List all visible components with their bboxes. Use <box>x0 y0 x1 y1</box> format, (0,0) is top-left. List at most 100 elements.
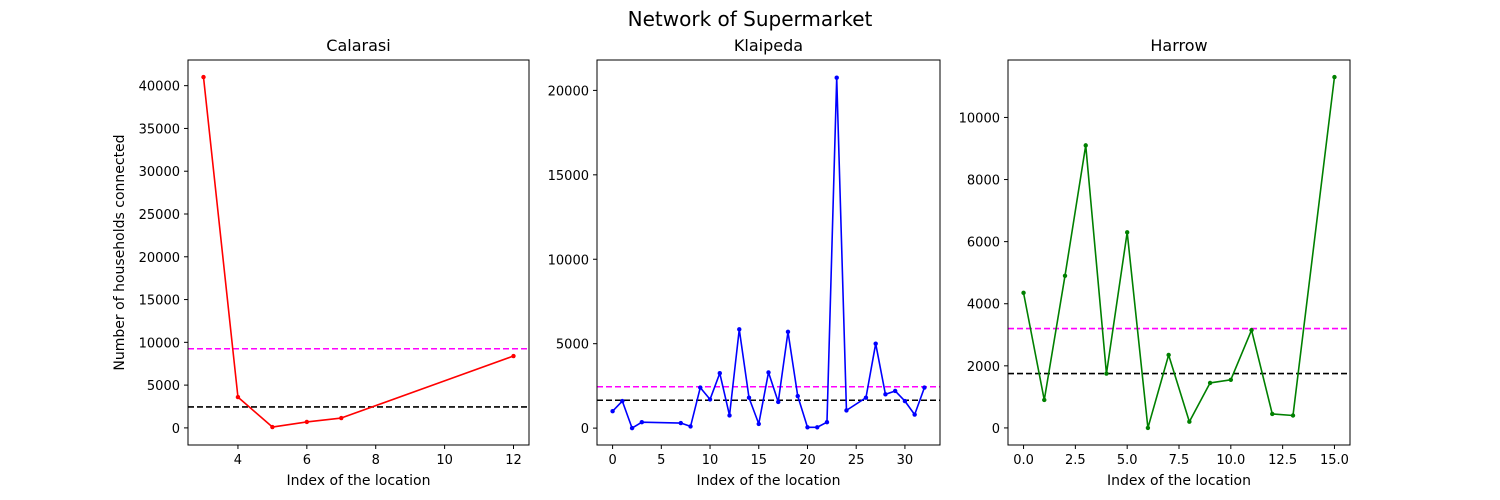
harrow-data-point <box>1021 290 1026 296</box>
calarasi-data-point <box>235 394 241 400</box>
klaipeda-data-point <box>629 425 635 431</box>
harrow-ytick-label: 6000 <box>967 236 1000 251</box>
calarasi-ytick-label: 40000 <box>139 80 180 95</box>
klaipeda-data-point <box>863 395 869 400</box>
calarasi-series-line <box>202 77 514 428</box>
klaipeda-title: Klaipeda <box>734 36 803 55</box>
harrow-data-point <box>1166 352 1171 358</box>
klaipeda-data-point <box>785 329 791 335</box>
klaipeda-xtick-label: 0 <box>608 453 616 468</box>
calarasi-xtick-label: 8 <box>372 453 380 468</box>
klaipeda-xtick-label: 5 <box>657 453 665 468</box>
klaipeda-ytick-label: 0 <box>581 422 589 437</box>
harrow-ytick-label: 8000 <box>967 174 1000 189</box>
harrow-data-point <box>1187 419 1192 424</box>
klaipeda-data-point <box>678 420 684 426</box>
klaipeda-data-point <box>844 408 849 413</box>
klaipeda-data-point <box>912 412 917 417</box>
harrow-xtick-label: 15.0 <box>1320 453 1349 468</box>
harrow-data-point <box>1083 143 1088 148</box>
harrow-ytick-label: 4000 <box>967 298 1000 313</box>
calarasi-xtick-label: 10 <box>436 453 453 468</box>
calarasi-ytick-label: 10000 <box>139 336 180 351</box>
klaipeda-xtick-label: 25 <box>848 453 865 468</box>
klaipeda-data-point <box>824 420 830 425</box>
klaipeda-data-point <box>815 425 820 430</box>
harrow-series-line <box>1022 76 1336 429</box>
calarasi-xlabel: Index of the location <box>287 473 431 489</box>
subplot-klaipeda: Klaipeda Index of the location 0 5 10 15 20 25 3… <box>548 36 941 489</box>
klaipeda-xtick-label: 10 <box>702 453 719 468</box>
subplot-calarasi: Calarasi Index of the location Number of h… <box>112 36 530 489</box>
klaipeda-data-point <box>834 75 839 80</box>
calarasi-axes-frame <box>187 59 530 446</box>
klaipeda-data-point <box>795 393 800 399</box>
calarasi-title: Calarasi <box>326 36 390 55</box>
calarasi-ylabel: Number of households connected <box>112 134 128 370</box>
klaipeda-ytick-label: 5000 <box>556 338 589 353</box>
klaipeda-ytick-label: 10000 <box>548 253 589 268</box>
klaipeda-data-point <box>746 395 752 400</box>
klaipeda-data-point <box>883 392 888 397</box>
calarasi-xtick-label: 4 <box>234 453 242 468</box>
subplot-harrow: Harrow Index of the location 0.0 2.5 5.0 7.5 1… <box>959 36 1351 489</box>
klaipeda-data-point <box>873 341 878 346</box>
klaipeda-axes-frame <box>596 59 941 446</box>
harrow-data-point <box>1249 327 1254 333</box>
harrow-ytick-label: 0 <box>992 422 1000 437</box>
harrow-data-point <box>1332 74 1337 80</box>
klaipeda-ytick-label: 15000 <box>548 169 589 184</box>
calarasi-ytick-label: 20000 <box>139 251 180 266</box>
calarasi-data-point <box>339 415 344 421</box>
calarasi-ytick-label: 0 <box>172 422 180 437</box>
harrow-data-point <box>1124 230 1130 235</box>
klaipeda-xlabel: Index of the location <box>697 473 841 489</box>
calarasi-ytick-label: 5000 <box>147 379 180 394</box>
klaipeda-xtick-label: 20 <box>799 453 816 468</box>
harrow-data-point <box>1062 273 1068 278</box>
klaipeda-data-point <box>805 425 810 430</box>
calarasi-data-point <box>304 419 310 425</box>
harrow-xtick-label: 5.0 <box>1117 453 1138 468</box>
calarasi-data-point <box>201 74 206 80</box>
klaipeda-ytick-label: 20000 <box>548 84 589 99</box>
klaipeda-data-point <box>639 420 645 425</box>
klaipeda-xtick-label: 15 <box>750 453 767 468</box>
calarasi-xtick-label: 6 <box>303 453 311 468</box>
harrow-ytick-label: 10000 <box>959 111 1000 126</box>
harrow-data-point <box>1042 397 1047 403</box>
harrow-data-point <box>1228 377 1234 382</box>
klaipeda-data-point <box>902 398 908 404</box>
klaipeda-data-point <box>892 388 898 394</box>
harrow-data-point <box>1270 411 1275 417</box>
klaipeda-series-line <box>612 76 926 429</box>
klaipeda-data-point <box>698 385 703 390</box>
harrow-xlabel: Index of the location <box>1107 473 1251 489</box>
calarasi-ytick-label: 35000 <box>139 122 180 137</box>
calarasi-data-point <box>270 424 275 430</box>
calarasi-ytick-label: 30000 <box>139 165 180 180</box>
calarasi-data-point <box>511 353 516 359</box>
harrow-title: Harrow <box>1150 36 1207 55</box>
klaipeda-data-point <box>727 413 732 418</box>
harrow-data-point <box>1207 380 1213 386</box>
klaipeda-data-point <box>776 399 781 405</box>
harrow-data-point <box>1104 371 1109 376</box>
klaipeda-data-point <box>922 385 927 390</box>
klaipeda-data-point <box>766 370 771 375</box>
figure-title: Network of Supermarket <box>628 7 873 31</box>
klaipeda-xtick-label: 30 <box>897 453 914 468</box>
harrow-data-point <box>1290 413 1296 418</box>
calarasi-ytick-label: 25000 <box>139 208 180 223</box>
klaipeda-data-point <box>737 327 742 332</box>
klaipeda-data-point <box>756 421 761 427</box>
harrow-xtick-label: 0.0 <box>1013 453 1034 468</box>
klaipeda-data-point <box>610 409 615 414</box>
harrow-xtick-label: 7.5 <box>1169 453 1190 468</box>
calarasi-xtick-label: 12 <box>505 453 522 468</box>
harrow-axes-frame <box>1007 59 1351 446</box>
calarasi-ytick-label: 15000 <box>139 294 180 309</box>
klaipeda-data-point <box>707 397 713 402</box>
harrow-data-point <box>1145 425 1151 431</box>
